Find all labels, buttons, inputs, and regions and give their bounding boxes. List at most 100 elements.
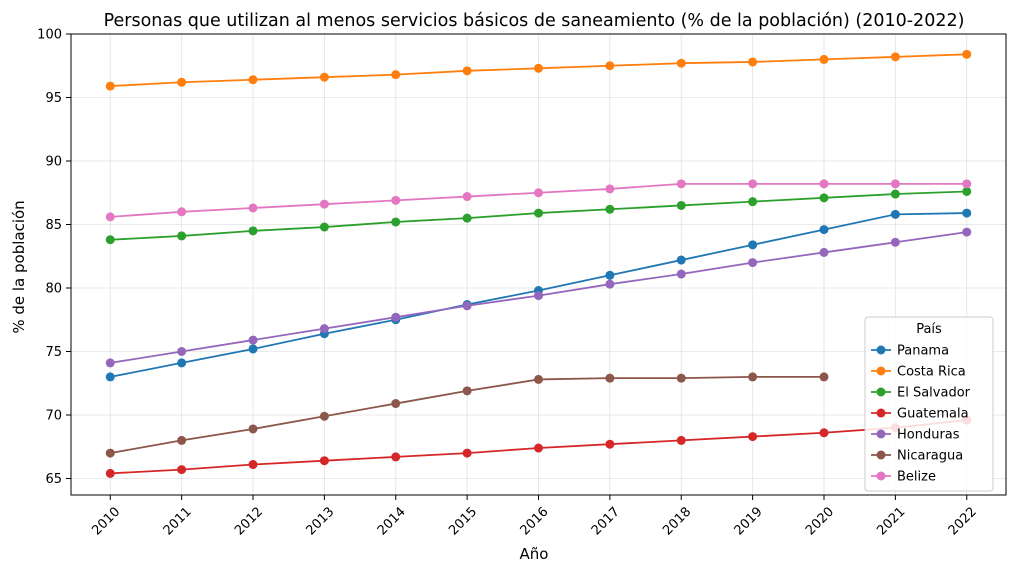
chart-title: Personas que utilizan al menos servicios…	[104, 11, 965, 31]
legend-label: Costa Rica	[897, 365, 966, 380]
x-tick-label: 2021	[874, 504, 908, 538]
y-tick-label: 70	[45, 408, 62, 423]
series-el-salvador	[105, 186, 972, 245]
data-point-belize	[105, 212, 115, 222]
data-point-el-salvador	[462, 213, 472, 223]
data-point-costa-rica	[105, 81, 115, 91]
legend-title: País	[916, 322, 942, 337]
data-point-belize	[391, 195, 401, 205]
data-point-panama	[748, 240, 758, 250]
data-point-costa-rica	[462, 66, 472, 76]
data-point-honduras	[177, 346, 187, 356]
data-point-belize	[962, 179, 972, 189]
data-point-guatemala	[248, 460, 258, 470]
y-axis-title: % de la población	[10, 200, 28, 333]
data-point-nicaragua	[676, 373, 686, 383]
y-tick-label: 95	[45, 91, 62, 106]
x-tick-label: 2019	[732, 504, 766, 538]
data-point-honduras	[534, 291, 543, 301]
data-point-guatemala	[319, 456, 329, 466]
data-point-honduras	[676, 269, 686, 279]
data-point-costa-rica	[319, 72, 329, 82]
y-axis: 65 70 75 80 85 90 95 100	[37, 28, 71, 487]
x-tick-label: 2015	[446, 504, 480, 538]
y-tick-label: 85	[45, 218, 62, 233]
data-point-guatemala	[534, 443, 543, 453]
data-point-guatemala	[676, 435, 686, 445]
x-tick-label: 2011	[161, 504, 195, 538]
y-tick-label: 100	[37, 28, 62, 43]
x-tick-label: 2022	[946, 504, 980, 538]
series-belize	[105, 179, 972, 222]
data-point-el-salvador	[819, 193, 829, 203]
legend-label: Guatemala	[897, 407, 969, 422]
x-tick-label: 2014	[375, 504, 409, 538]
legend-item-costa-rica: Costa Rica	[871, 365, 966, 380]
data-point-honduras	[605, 279, 615, 289]
data-point-belize	[819, 179, 829, 189]
data-point-costa-rica	[248, 75, 258, 85]
data-point-el-salvador	[391, 217, 401, 227]
data-point-belize	[177, 207, 187, 217]
data-point-belize	[534, 188, 543, 198]
data-point-panama	[177, 358, 187, 368]
data-point-el-salvador	[962, 186, 972, 196]
legend-item-panama: Panama	[871, 344, 949, 359]
legend-swatch-marker	[876, 366, 886, 376]
x-tick-label: 2013	[303, 504, 337, 538]
data-point-nicaragua	[534, 374, 543, 384]
data-point-panama	[890, 209, 900, 219]
series-layer	[105, 49, 972, 478]
legend-label: Honduras	[897, 428, 960, 443]
data-point-guatemala	[462, 448, 472, 458]
legend-label: Belize	[897, 470, 936, 485]
data-point-honduras	[319, 324, 329, 334]
data-point-guatemala	[177, 465, 187, 475]
data-point-el-salvador	[605, 204, 615, 214]
data-point-guatemala	[105, 468, 115, 478]
data-point-costa-rica	[534, 63, 543, 73]
data-point-el-salvador	[248, 226, 258, 236]
x-tick-label: 2020	[803, 504, 837, 538]
legend: País Panama Costa Rica El Salvador Guatemal…	[864, 316, 994, 492]
data-point-honduras	[391, 312, 401, 322]
data-point-costa-rica	[391, 70, 401, 80]
data-point-panama	[605, 270, 615, 280]
data-point-nicaragua	[319, 411, 329, 421]
legend-swatch-marker	[876, 429, 886, 439]
data-point-el-salvador	[534, 208, 543, 218]
y-tick-label: 90	[45, 154, 62, 169]
x-tick-label: 2012	[232, 504, 266, 538]
legend-item-nicaragua: Nicaragua	[871, 449, 963, 464]
data-point-guatemala	[605, 439, 615, 449]
legend-label: Nicaragua	[897, 449, 963, 464]
legend-item-el-salvador: El Salvador	[871, 386, 971, 401]
data-point-costa-rica	[748, 57, 758, 67]
data-point-nicaragua	[605, 373, 615, 383]
data-point-panama	[819, 225, 829, 235]
data-point-costa-rica	[605, 61, 615, 71]
data-point-belize	[890, 179, 900, 189]
legend-item-guatemala: Guatemala	[871, 407, 969, 422]
x-axis: 2010 2011 2012 2013 2014 2015 2016 2017 2018 2019…	[89, 495, 980, 538]
series-honduras	[105, 227, 972, 368]
data-point-nicaragua	[248, 424, 258, 434]
x-tick-label: 2016	[518, 504, 552, 538]
y-tick-label: 65	[45, 472, 62, 487]
data-point-belize	[676, 179, 686, 189]
data-point-costa-rica	[962, 49, 972, 59]
data-point-el-salvador	[319, 222, 329, 232]
data-point-panama	[962, 208, 972, 218]
data-point-guatemala	[391, 452, 401, 462]
x-tick-label: 2018	[660, 504, 694, 538]
data-point-el-salvador	[177, 231, 187, 241]
data-point-el-salvador	[748, 197, 758, 207]
data-point-nicaragua	[177, 435, 187, 445]
data-point-costa-rica	[676, 58, 686, 68]
y-tick-label: 80	[45, 281, 62, 296]
data-point-honduras	[248, 335, 258, 345]
data-point-honduras	[962, 227, 972, 237]
data-point-costa-rica	[819, 54, 829, 64]
legend-item-honduras: Honduras	[871, 428, 960, 443]
data-point-panama	[248, 344, 258, 354]
